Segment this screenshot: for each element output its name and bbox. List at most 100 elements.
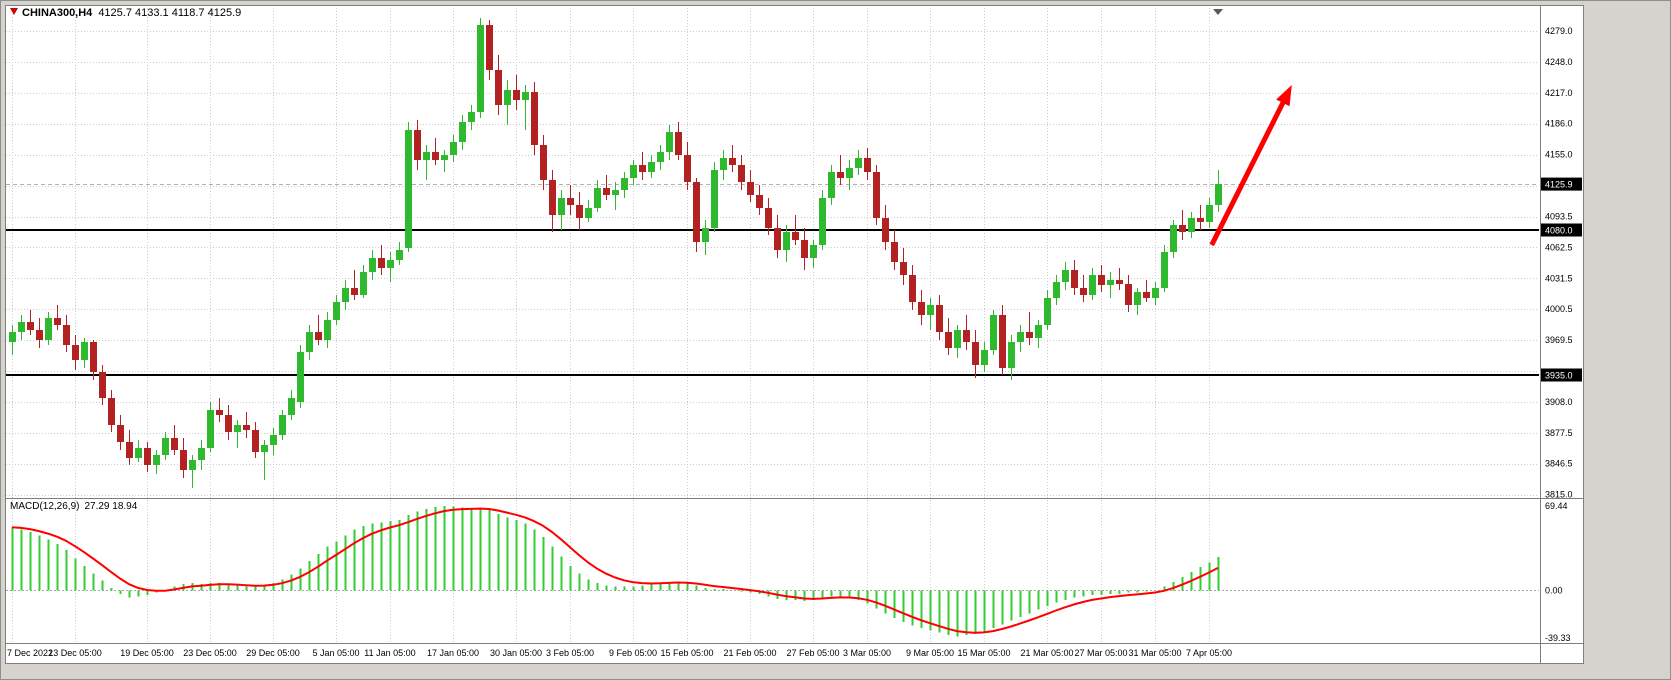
candle-body bbox=[1206, 205, 1213, 222]
candle-body bbox=[990, 315, 997, 350]
candle-body bbox=[594, 188, 601, 208]
price-badges: 4125.9 4080.0 3935.0 bbox=[1541, 177, 1582, 382]
candle-body bbox=[1080, 288, 1087, 295]
candle-body bbox=[126, 442, 133, 458]
trend-arrow-line[interactable] bbox=[1209, 98, 1287, 247]
candle-body bbox=[153, 455, 160, 465]
candle-body bbox=[36, 330, 43, 340]
candle-body bbox=[333, 302, 340, 320]
panel-separators bbox=[5, 5, 1583, 663]
candle-body bbox=[441, 155, 448, 160]
candle-body bbox=[504, 90, 511, 105]
time-axis-label: 11 Jan 05:00 bbox=[364, 648, 415, 658]
candle-body bbox=[234, 425, 241, 432]
candle-body bbox=[306, 332, 313, 352]
candle-body bbox=[1098, 275, 1105, 285]
candle-body bbox=[963, 330, 970, 342]
price-axis-label: 4062.5 bbox=[1545, 242, 1573, 252]
candle-body bbox=[693, 182, 700, 242]
candle-body bbox=[495, 70, 502, 105]
time-axis-label: 5 Jan 05:00 bbox=[312, 648, 359, 658]
candle-body bbox=[99, 372, 106, 398]
candle-body bbox=[396, 250, 403, 260]
trend-arrow-head[interactable] bbox=[1276, 85, 1292, 107]
candle-body bbox=[171, 438, 178, 450]
candle-body bbox=[828, 172, 835, 198]
price-axis-label: 3815.0 bbox=[1545, 490, 1573, 500]
level-4080-badge: 4080.0 bbox=[1545, 226, 1573, 236]
time-axis-label: 3 Mar 05:00 bbox=[843, 648, 891, 658]
macd-indicator-label: MACD(12,26,9) 27.29 18.94 bbox=[10, 501, 137, 512]
candle-body bbox=[801, 240, 808, 258]
candle-body bbox=[675, 132, 682, 155]
candle-body bbox=[1143, 292, 1150, 298]
candle-body bbox=[27, 322, 34, 330]
candle-body bbox=[252, 430, 259, 452]
current-price-badge-bg bbox=[1541, 177, 1582, 191]
candle-body bbox=[117, 425, 124, 442]
current-price-badge: 4125.9 bbox=[1545, 180, 1573, 190]
chart-shift-marker[interactable] bbox=[1213, 9, 1223, 15]
candle-body bbox=[576, 205, 583, 218]
candle-body bbox=[486, 25, 493, 70]
time-axis-label: 21 Feb 05:00 bbox=[723, 648, 776, 658]
candle-body bbox=[189, 460, 196, 470]
ohlc-values: 4125.7 4133.1 4118.7 4125.9 bbox=[98, 7, 242, 19]
candle-body bbox=[297, 352, 304, 402]
candle-body bbox=[1071, 270, 1078, 288]
candle-body bbox=[999, 315, 1006, 368]
candle-body bbox=[1026, 332, 1033, 338]
price-axis-labels: 4279.0 4248.0 4217.0 4186.0 4155.0 4093.5 4062… bbox=[1545, 26, 1573, 500]
candle-body bbox=[180, 450, 187, 470]
candle-body bbox=[81, 342, 88, 360]
candle-body bbox=[1053, 282, 1060, 298]
candle-body bbox=[1044, 298, 1051, 325]
price-axis-label: 4031.5 bbox=[1545, 273, 1573, 283]
candle-body bbox=[612, 190, 619, 195]
candle-body bbox=[468, 112, 475, 122]
candle-body bbox=[63, 325, 70, 345]
time-axis-label: 15 Mar 05:00 bbox=[957, 648, 1010, 658]
candle-body bbox=[765, 208, 772, 228]
candle-body bbox=[756, 195, 763, 208]
candle-body bbox=[351, 288, 358, 295]
trend-arrow[interactable] bbox=[1209, 85, 1292, 247]
time-axis-label: 7 Dec 2022 bbox=[7, 648, 53, 658]
candle-body bbox=[621, 178, 628, 190]
candle-body bbox=[1116, 280, 1123, 284]
candle-body bbox=[414, 130, 421, 160]
time-axis-label: 13 Dec 05:00 bbox=[48, 648, 102, 658]
time-axis-label: 23 Dec 05:00 bbox=[183, 648, 237, 658]
candle-body bbox=[270, 435, 277, 445]
candle-body bbox=[162, 438, 169, 455]
chart-area-background bbox=[5, 5, 1584, 664]
candle-body bbox=[450, 142, 457, 155]
candle-body bbox=[315, 332, 322, 340]
candle-body bbox=[945, 332, 952, 348]
candle-body bbox=[981, 350, 988, 365]
macd-name: MACD(12,26,9) bbox=[10, 501, 80, 512]
price-axis-label: 3877.5 bbox=[1545, 428, 1573, 438]
candle-body bbox=[909, 275, 916, 302]
time-axis-label: 21 Mar 05:00 bbox=[1020, 648, 1073, 658]
time-axis-label: 17 Jan 05:00 bbox=[427, 648, 479, 658]
price-axis-label: 4000.5 bbox=[1545, 304, 1573, 314]
support-resistance-lines[interactable] bbox=[6, 229, 1539, 376]
macd-histogram bbox=[11, 506, 1220, 637]
candle-body bbox=[729, 158, 736, 165]
candle-body bbox=[684, 155, 691, 182]
time-axis-label: 29 Dec 05:00 bbox=[246, 648, 300, 658]
candle-body bbox=[702, 228, 709, 242]
candle-body bbox=[261, 445, 268, 452]
macd-axis-label: 69.44 bbox=[1545, 501, 1568, 511]
symbol-ohlc-header: CHINA300,H4 4125.7 4133.1 4118.7 4125.9 bbox=[10, 7, 241, 19]
candle-body bbox=[72, 345, 79, 360]
candle-body bbox=[738, 165, 745, 182]
candle-body bbox=[531, 92, 538, 145]
candle-body bbox=[936, 305, 943, 332]
level-3935-badge: 3935.0 bbox=[1545, 371, 1573, 381]
candle-body bbox=[342, 288, 349, 302]
candle-body bbox=[1017, 332, 1024, 342]
candle-body bbox=[873, 172, 880, 218]
